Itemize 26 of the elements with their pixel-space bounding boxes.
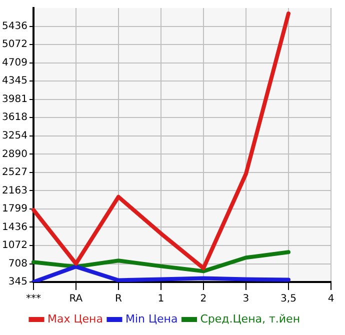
x-tick-label: 3,5 xyxy=(280,294,296,305)
x-tick-label: 3 xyxy=(242,294,250,305)
y-tick-label: 2163 xyxy=(2,185,28,196)
legend-label: Max Цена xyxy=(47,312,103,326)
y-tick-label: 708 xyxy=(8,258,28,270)
x-tick-label: 2 xyxy=(200,294,207,305)
x-tick-label: 4 xyxy=(328,294,334,305)
y-tick-label: 3981 xyxy=(2,94,28,105)
y-tick-label: 1072 xyxy=(2,240,28,252)
y-tick-label: 5436 xyxy=(2,20,28,32)
y-tick-label: 4345 xyxy=(2,76,28,87)
y-tick-label: 1799 xyxy=(2,204,28,215)
y-tick-label: 3618 xyxy=(2,112,28,124)
y-tick-label: 345 xyxy=(8,276,28,288)
y-tick-label: 5072 xyxy=(2,39,28,50)
y-tick-label: 2890 xyxy=(2,148,28,160)
legend-label: Min Цена xyxy=(125,312,178,326)
x-tick-label: RA xyxy=(69,294,83,305)
x-tick-label: *** xyxy=(26,294,41,305)
y-tick-label: 2527 xyxy=(2,166,28,178)
y-tick-label: 4709 xyxy=(2,57,28,68)
y-tick-label: 1436 xyxy=(2,222,28,233)
x-tick-label: R xyxy=(114,294,122,305)
y-tick-label: 3254 xyxy=(2,130,28,142)
x-tick-label: 1 xyxy=(158,294,164,305)
legend-label: Сред.Цена, т.йен xyxy=(200,312,300,326)
